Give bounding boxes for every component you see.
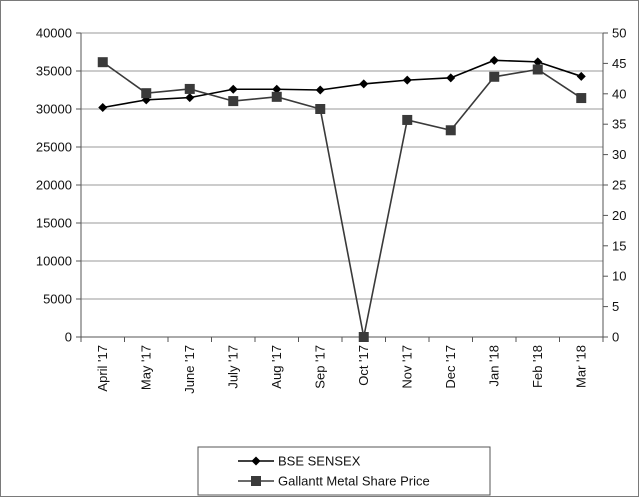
sensex-point [272, 84, 282, 94]
y-left-tick-label: 35000 [36, 64, 72, 79]
sensex-point [228, 84, 238, 94]
y-right-tick-label: 5 [612, 299, 619, 314]
gallantt-point [228, 96, 239, 107]
y-left-tick-label: 0 [65, 330, 72, 345]
y-left-tick-label: 15000 [36, 216, 72, 231]
y-right-tick-label: 50 [612, 26, 626, 41]
x-tick-label: Sep '17 [312, 345, 327, 389]
sensex-point [489, 55, 499, 65]
sensex-point [359, 79, 369, 89]
x-tick-label: June '17 [182, 345, 197, 394]
x-tick-label: Dec '17 [443, 345, 458, 389]
y-left-tick-label: 5000 [43, 292, 72, 307]
y-right-tick-label: 10 [612, 269, 626, 284]
legend-box [197, 446, 491, 496]
y-right-tick-label: 25 [612, 178, 626, 193]
gallantt-point [315, 104, 326, 114]
x-tick-label: July '17 [225, 345, 240, 389]
gallantt-point [141, 88, 152, 99]
y-right-tick-label: 35 [612, 117, 626, 132]
gallantt-line [102, 61, 582, 338]
sensex-point [533, 57, 543, 67]
y-right-tick-label: 0 [612, 330, 619, 345]
y-right-tick-label: 40 [612, 86, 626, 101]
x-tick-label: May '17 [138, 345, 153, 390]
x-tick-label: Mar '18 [573, 345, 588, 388]
y-left-tick-label: 10000 [36, 254, 72, 269]
sensex-point [576, 71, 586, 81]
gallantt-point [97, 57, 108, 68]
x-tick-label: Feb '18 [530, 345, 545, 388]
x-tick-label: April '17 [95, 345, 110, 392]
gallantt-point [358, 332, 369, 342]
sensex-point [446, 73, 456, 83]
y-left-tick-label: 20000 [36, 178, 72, 193]
sensex-point [185, 93, 195, 103]
legend-swatch-square [251, 476, 261, 486]
gallantt-point [532, 64, 543, 75]
y-left-tick-label: 40000 [36, 26, 72, 41]
gallantt-point [445, 125, 456, 136]
x-tick-label: Oct '17 [356, 345, 371, 386]
legend-label: BSE SENSEX [278, 454, 361, 469]
x-tick-label: Aug '17 [269, 345, 284, 389]
x-tick-label: Jan '18 [486, 345, 501, 387]
gallantt-point [576, 93, 587, 104]
sensex-point [98, 102, 108, 112]
sensex-point [402, 75, 412, 85]
y-left-tick-label: 25000 [36, 140, 72, 155]
sensex-point [315, 85, 325, 95]
x-tick-label: Nov '17 [399, 345, 414, 389]
y-right-tick-label: 45 [612, 56, 626, 71]
gallantt-point [184, 83, 195, 94]
gallantt-point [271, 91, 282, 102]
legend-label: Gallantt Metal Share Price [278, 474, 430, 489]
y-left-tick-label: 30000 [36, 102, 72, 117]
y-right-tick-label: 30 [612, 147, 626, 162]
gallantt-point [402, 114, 413, 125]
legend-swatch-diamond [251, 456, 261, 466]
y-right-tick-label: 20 [612, 208, 626, 223]
y-right-tick-label: 15 [612, 238, 626, 253]
sensex-line [102, 59, 582, 109]
gallantt-point [489, 71, 500, 82]
